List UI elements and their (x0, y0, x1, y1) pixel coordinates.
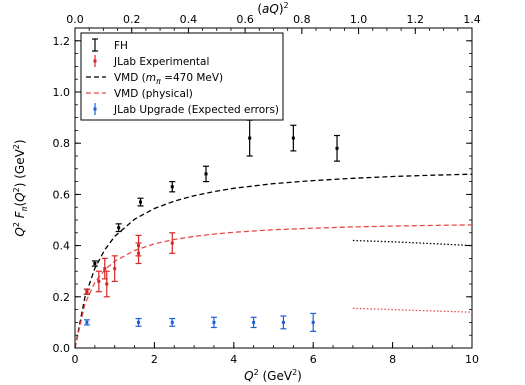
point-fh (137, 197, 144, 207)
legend-entry-jlab-experimental: JLab Experimental (93, 55, 209, 68)
curve-vmd-m-470-mev- (74, 173, 473, 349)
curves-layer (74, 173, 473, 349)
legend: FH JLab Experimental VMD (mπ =470 MeV) V… (80, 32, 284, 121)
x-tick-label: 10 (465, 353, 479, 366)
x-tick-label: 8 (389, 353, 396, 366)
marker (204, 172, 208, 176)
marker (170, 241, 174, 245)
x-axis-label: Q2 (GeV2) (244, 368, 302, 383)
marker (281, 320, 285, 324)
legend-entry-fh: FH (92, 38, 128, 52)
marker (311, 320, 315, 324)
x-tick-label: 6 (310, 353, 317, 366)
y-tick-label: 0.0 (53, 342, 71, 355)
ticks-layer: 0 2 4 6 8 10 0.0 0.2 0.4 0.6 0.8 1.0 1.2 0.0 0.2 0.4 0.6… (53, 13, 481, 366)
point-fh (203, 165, 210, 183)
marker (248, 136, 252, 140)
top-x-tick-label: 1.4 (463, 13, 481, 26)
point-jlab-upgrade-expected-errors- (135, 317, 142, 327)
marker (105, 282, 109, 286)
point-jlab-experimental (111, 255, 118, 283)
marker (103, 267, 107, 271)
legend-label-vmd-physical: VMD (physical) (114, 88, 193, 100)
marker (291, 136, 295, 140)
marker (170, 320, 174, 324)
y-tick-label: 0.2 (53, 291, 71, 304)
y-tick-label: 1.0 (53, 86, 71, 99)
point-jlab-experimental (83, 288, 90, 295)
y-tick-label: 1.2 (53, 35, 71, 48)
point-jlab-upgrade-expected-errors- (210, 316, 217, 329)
curve-vmd-physical- (74, 224, 473, 349)
top-x-tick-label: 0.0 (66, 13, 84, 26)
point-fh (290, 124, 297, 152)
top-x-tick-label: 1.2 (407, 13, 425, 26)
marker (93, 262, 97, 266)
x-tick-label: 2 (151, 353, 158, 366)
top-x-axis-label: (aQ)2 (257, 1, 288, 16)
point-jlab-upgrade-expected-errors- (310, 312, 317, 332)
marker (170, 185, 174, 189)
legend-entry-vmd-470: VMD (mπ =470 MeV) (86, 72, 223, 86)
legend-label-vmd-470: VMD (mπ =470 MeV) (114, 72, 223, 86)
curve-extrapolation (352, 307, 473, 313)
marker (113, 267, 117, 271)
marker (85, 320, 89, 324)
point-jlab-upgrade-expected-errors- (83, 319, 90, 326)
top-x-tick-label: 1.0 (350, 13, 368, 26)
point-jlab-experimental (169, 232, 176, 254)
point-jlab-upgrade-expected-errors- (280, 315, 287, 330)
y-axis-label: Q2 Fπ(Q2) (GeV2) (12, 139, 29, 236)
legend-label-jlab-upgrade: JLab Upgrade (Expected errors) (113, 104, 279, 116)
marker (97, 279, 101, 283)
legend-entry-jlab-upgrade: JLab Upgrade (Expected errors) (93, 103, 279, 116)
point-jlab-experimental (95, 270, 102, 293)
legend-entry-vmd-physical: VMD (physical) (86, 88, 193, 100)
legend-box (80, 32, 284, 121)
legend-label-fh: FH (114, 40, 128, 52)
marker (137, 320, 141, 324)
y-tick-label: 0.6 (53, 188, 71, 201)
point-fh (334, 134, 341, 162)
marker (139, 200, 143, 204)
y-tick-label: 0.8 (53, 137, 71, 150)
y-tick-label: 0.4 (53, 240, 71, 253)
point-fh (91, 260, 98, 267)
point-fh (169, 181, 176, 193)
top-x-tick-label: 0.8 (293, 13, 311, 26)
point-jlab-experimental (103, 270, 110, 298)
point-jlab-upgrade-expected-errors- (169, 317, 176, 327)
x-tick-label: 0 (72, 353, 79, 366)
point-jlab-experimental (135, 234, 142, 257)
top-x-tick-label: 0.4 (180, 13, 198, 26)
points-layer (83, 119, 341, 332)
marker (212, 320, 216, 324)
marker (85, 290, 89, 294)
curve-extrapolation (352, 239, 473, 247)
top-x-tick-label: 0.2 (123, 13, 141, 26)
legend-label-jlab-experimental: JLab Experimental (113, 56, 209, 68)
marker (117, 226, 121, 230)
point-jlab-upgrade-expected-errors- (250, 316, 257, 329)
point-fh (115, 223, 122, 233)
top-x-tick-label: 0.6 (236, 13, 254, 26)
marker (252, 320, 256, 324)
x-tick-label: 4 (230, 353, 237, 366)
marker (137, 244, 141, 248)
marker (335, 146, 339, 150)
